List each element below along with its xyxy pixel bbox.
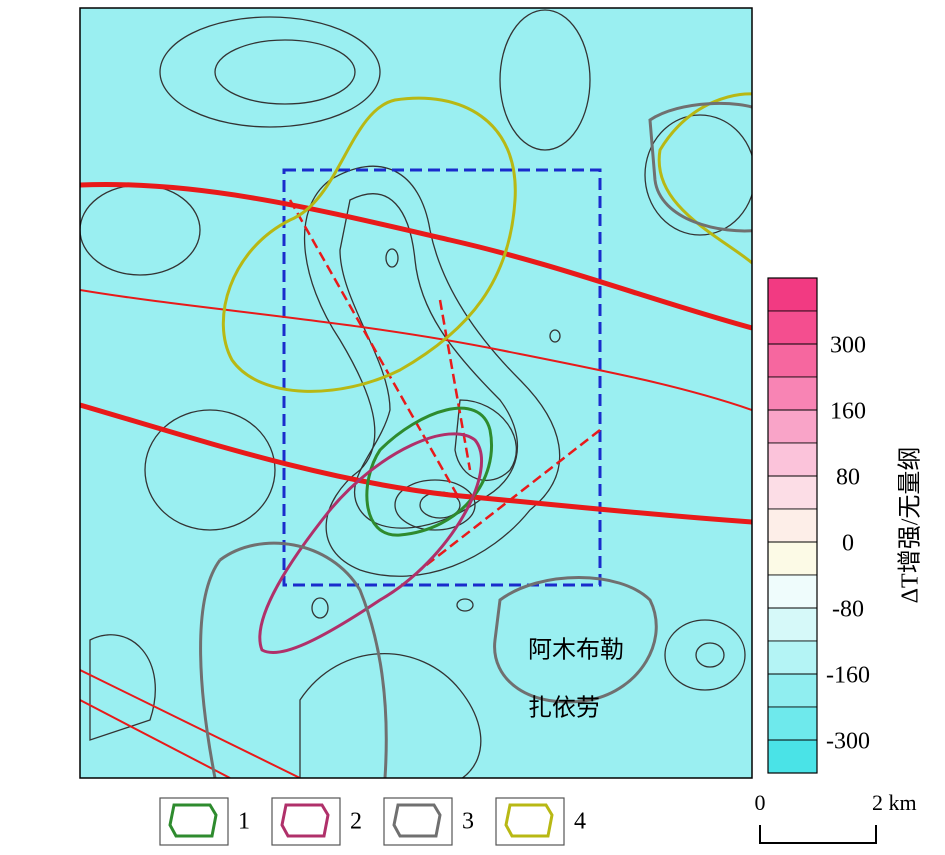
colorbar-band — [767, 640, 818, 675]
map-frame — [79, 7, 753, 779]
colorbar-band — [767, 673, 818, 708]
map: 阿木布勒 扎依劳 — [80, 8, 752, 778]
colorbar-band — [767, 706, 818, 741]
legend-label: 3 — [462, 809, 474, 835]
legend-swatch — [168, 803, 218, 838]
colorbar-band — [767, 574, 818, 609]
colorbar-band — [767, 508, 818, 543]
legend-swatch — [504, 803, 554, 838]
legend-label: 1 — [238, 809, 250, 835]
colorbar-band — [767, 277, 818, 312]
legend: 1 2 3 4 — [159, 797, 586, 846]
colorbar-band — [767, 343, 818, 378]
place-label: 阿木布勒 — [528, 637, 624, 664]
legend-label: 2 — [350, 809, 362, 835]
colorbar-band — [767, 541, 818, 576]
legend-swatch — [392, 803, 442, 838]
colorbar: 300 160 80 0 -80 -160 -300 — [767, 277, 870, 774]
colorbar-label: 0 — [842, 531, 854, 557]
colorbar-label: -160 — [826, 663, 870, 689]
colorbar-band — [767, 409, 818, 444]
colorbar-band — [767, 442, 818, 477]
colorbar-label: 300 — [830, 333, 866, 359]
colorbar-band — [767, 739, 818, 774]
legend-swatch — [280, 803, 330, 838]
colorbar-band — [767, 376, 818, 411]
scale-bar: 0 2 km — [755, 790, 917, 844]
colorbar-band — [767, 310, 818, 345]
colorbar-label: -300 — [826, 729, 870, 755]
legend-label: 4 — [574, 809, 586, 835]
scale-label: 2 km — [872, 790, 917, 815]
colorbar-band — [767, 475, 818, 510]
place-label: 扎依劳 — [528, 695, 600, 722]
colorbar-label: -80 — [832, 597, 864, 623]
colorbar-label: 160 — [830, 399, 866, 425]
colorbar-frame — [767, 277, 818, 774]
colorbar-title: ΔT增强/无量纲 — [897, 447, 924, 604]
colorbar-band — [767, 607, 818, 642]
scale-label: 0 — [755, 790, 766, 815]
colorbar-label: 80 — [836, 465, 860, 491]
